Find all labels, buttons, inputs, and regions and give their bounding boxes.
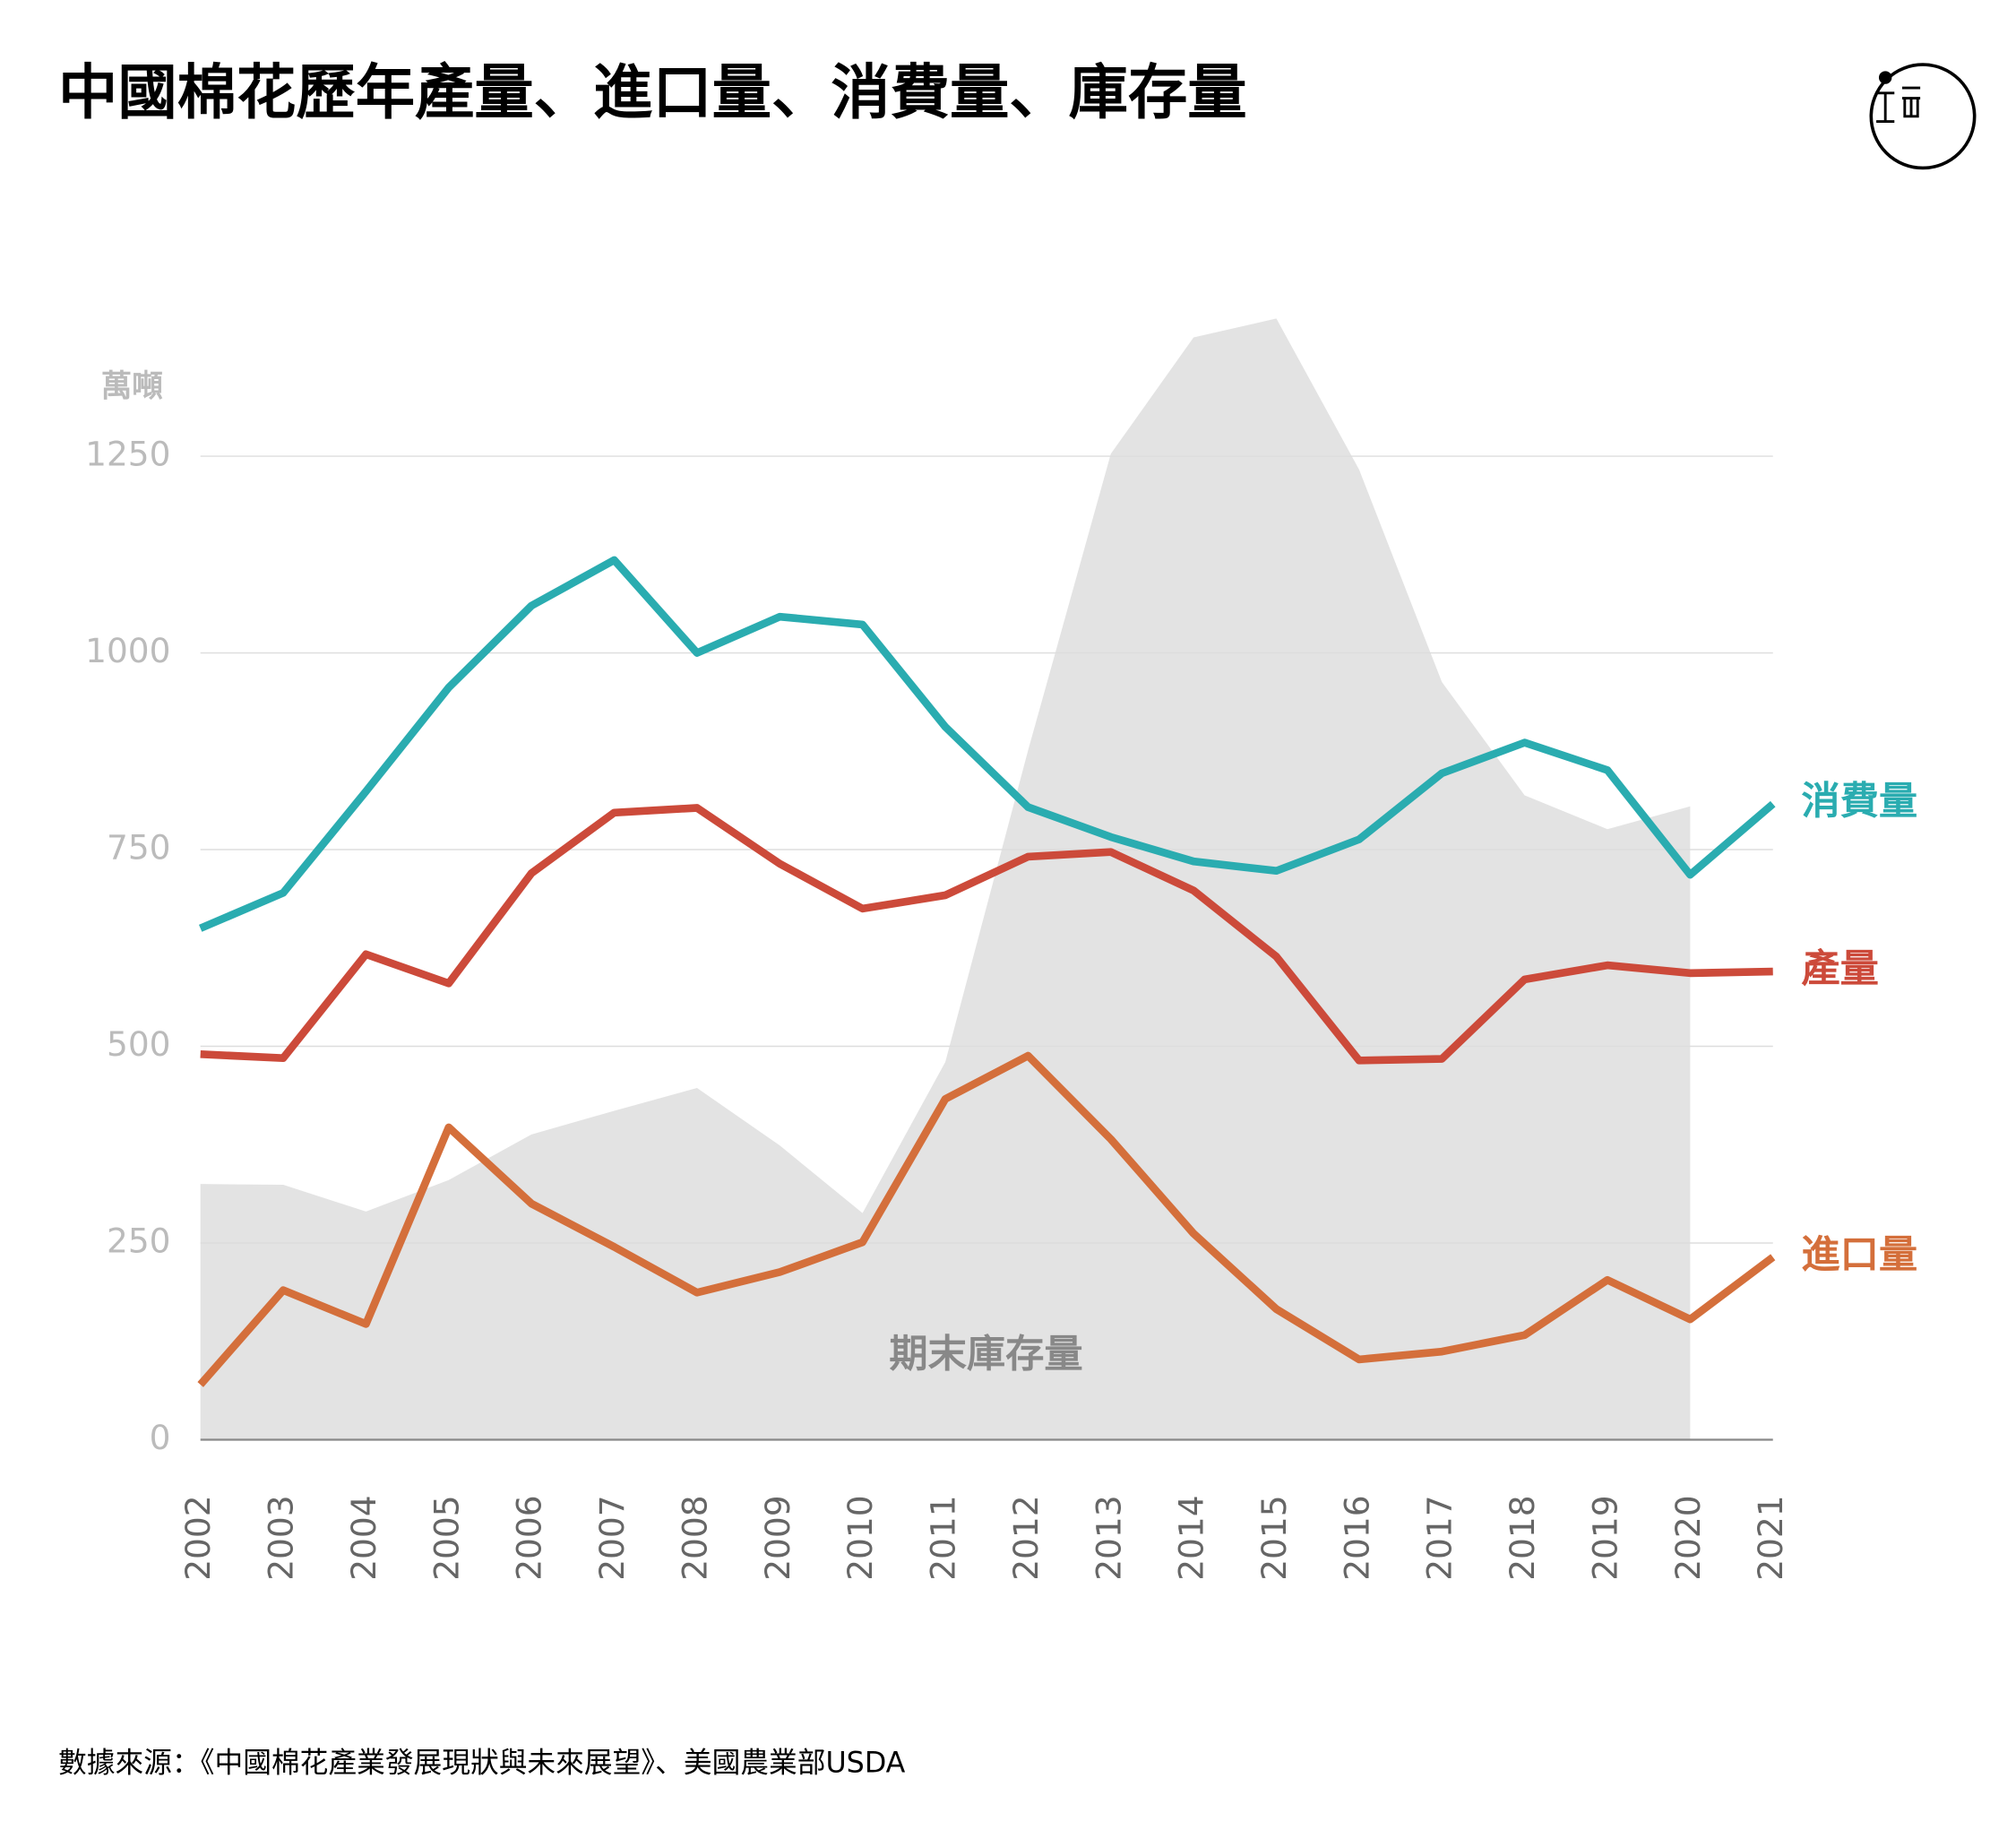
x-tick-label: 2013 bbox=[1089, 1495, 1128, 1580]
x-tick-label: 2002 bbox=[178, 1495, 218, 1580]
x-tick-label: 2010 bbox=[840, 1495, 880, 1580]
x-tick-label: 2011 bbox=[924, 1495, 963, 1580]
source: 數據來源：《中國棉花產業發展現狀與未來展望》、美國農業部USDA bbox=[58, 1747, 906, 1779]
y-tick-label: 1250 bbox=[85, 435, 170, 474]
x-tick-label: 2020 bbox=[1668, 1495, 1708, 1580]
x-tick-label: 2021 bbox=[1751, 1495, 1790, 1580]
y-tick-label: 0 bbox=[150, 1418, 171, 1457]
x-tick-label: 2007 bbox=[592, 1495, 632, 1580]
series-label: 產量 bbox=[1801, 947, 1879, 992]
x-tick-label: 2005 bbox=[426, 1495, 466, 1580]
x-tick-label: 2018 bbox=[1503, 1495, 1542, 1580]
y-tick-label: 1000 bbox=[85, 631, 170, 670]
y-tick-label: 500 bbox=[107, 1024, 171, 1064]
x-tick-label: 2009 bbox=[758, 1495, 797, 1580]
y-tick-label: 750 bbox=[107, 828, 171, 868]
x-tick-label: 2004 bbox=[344, 1495, 383, 1580]
stock-area bbox=[200, 318, 1691, 1440]
area-label: 期末庫存量 bbox=[889, 1333, 1082, 1377]
x-tick-label: 2003 bbox=[262, 1495, 301, 1580]
x-tick-label: 2015 bbox=[1254, 1495, 1294, 1580]
x-tick-label: 2019 bbox=[1585, 1495, 1624, 1580]
y-axis-label: 萬噸 bbox=[101, 369, 163, 405]
series-line bbox=[200, 804, 1773, 1065]
x-tick-label: 2014 bbox=[1172, 1495, 1211, 1580]
x-tick-label: 2016 bbox=[1337, 1495, 1376, 1580]
series-label: 進口量 bbox=[1801, 1232, 1917, 1277]
x-tick-label: 2008 bbox=[675, 1495, 714, 1580]
series-label: 消費量 bbox=[1801, 780, 1917, 824]
y-tick-label: 250 bbox=[107, 1221, 171, 1261]
logo bbox=[1869, 63, 1977, 170]
x-tick-label: 2006 bbox=[510, 1495, 549, 1580]
series-line bbox=[198, 556, 1776, 932]
chart-title: 中國棉花歷年產量、進口量、消費量、庫存量 bbox=[58, 57, 1247, 127]
series-line bbox=[197, 1051, 1776, 1387]
x-tick-label: 2017 bbox=[1420, 1495, 1460, 1580]
x-tick-label: 2012 bbox=[1006, 1495, 1046, 1580]
